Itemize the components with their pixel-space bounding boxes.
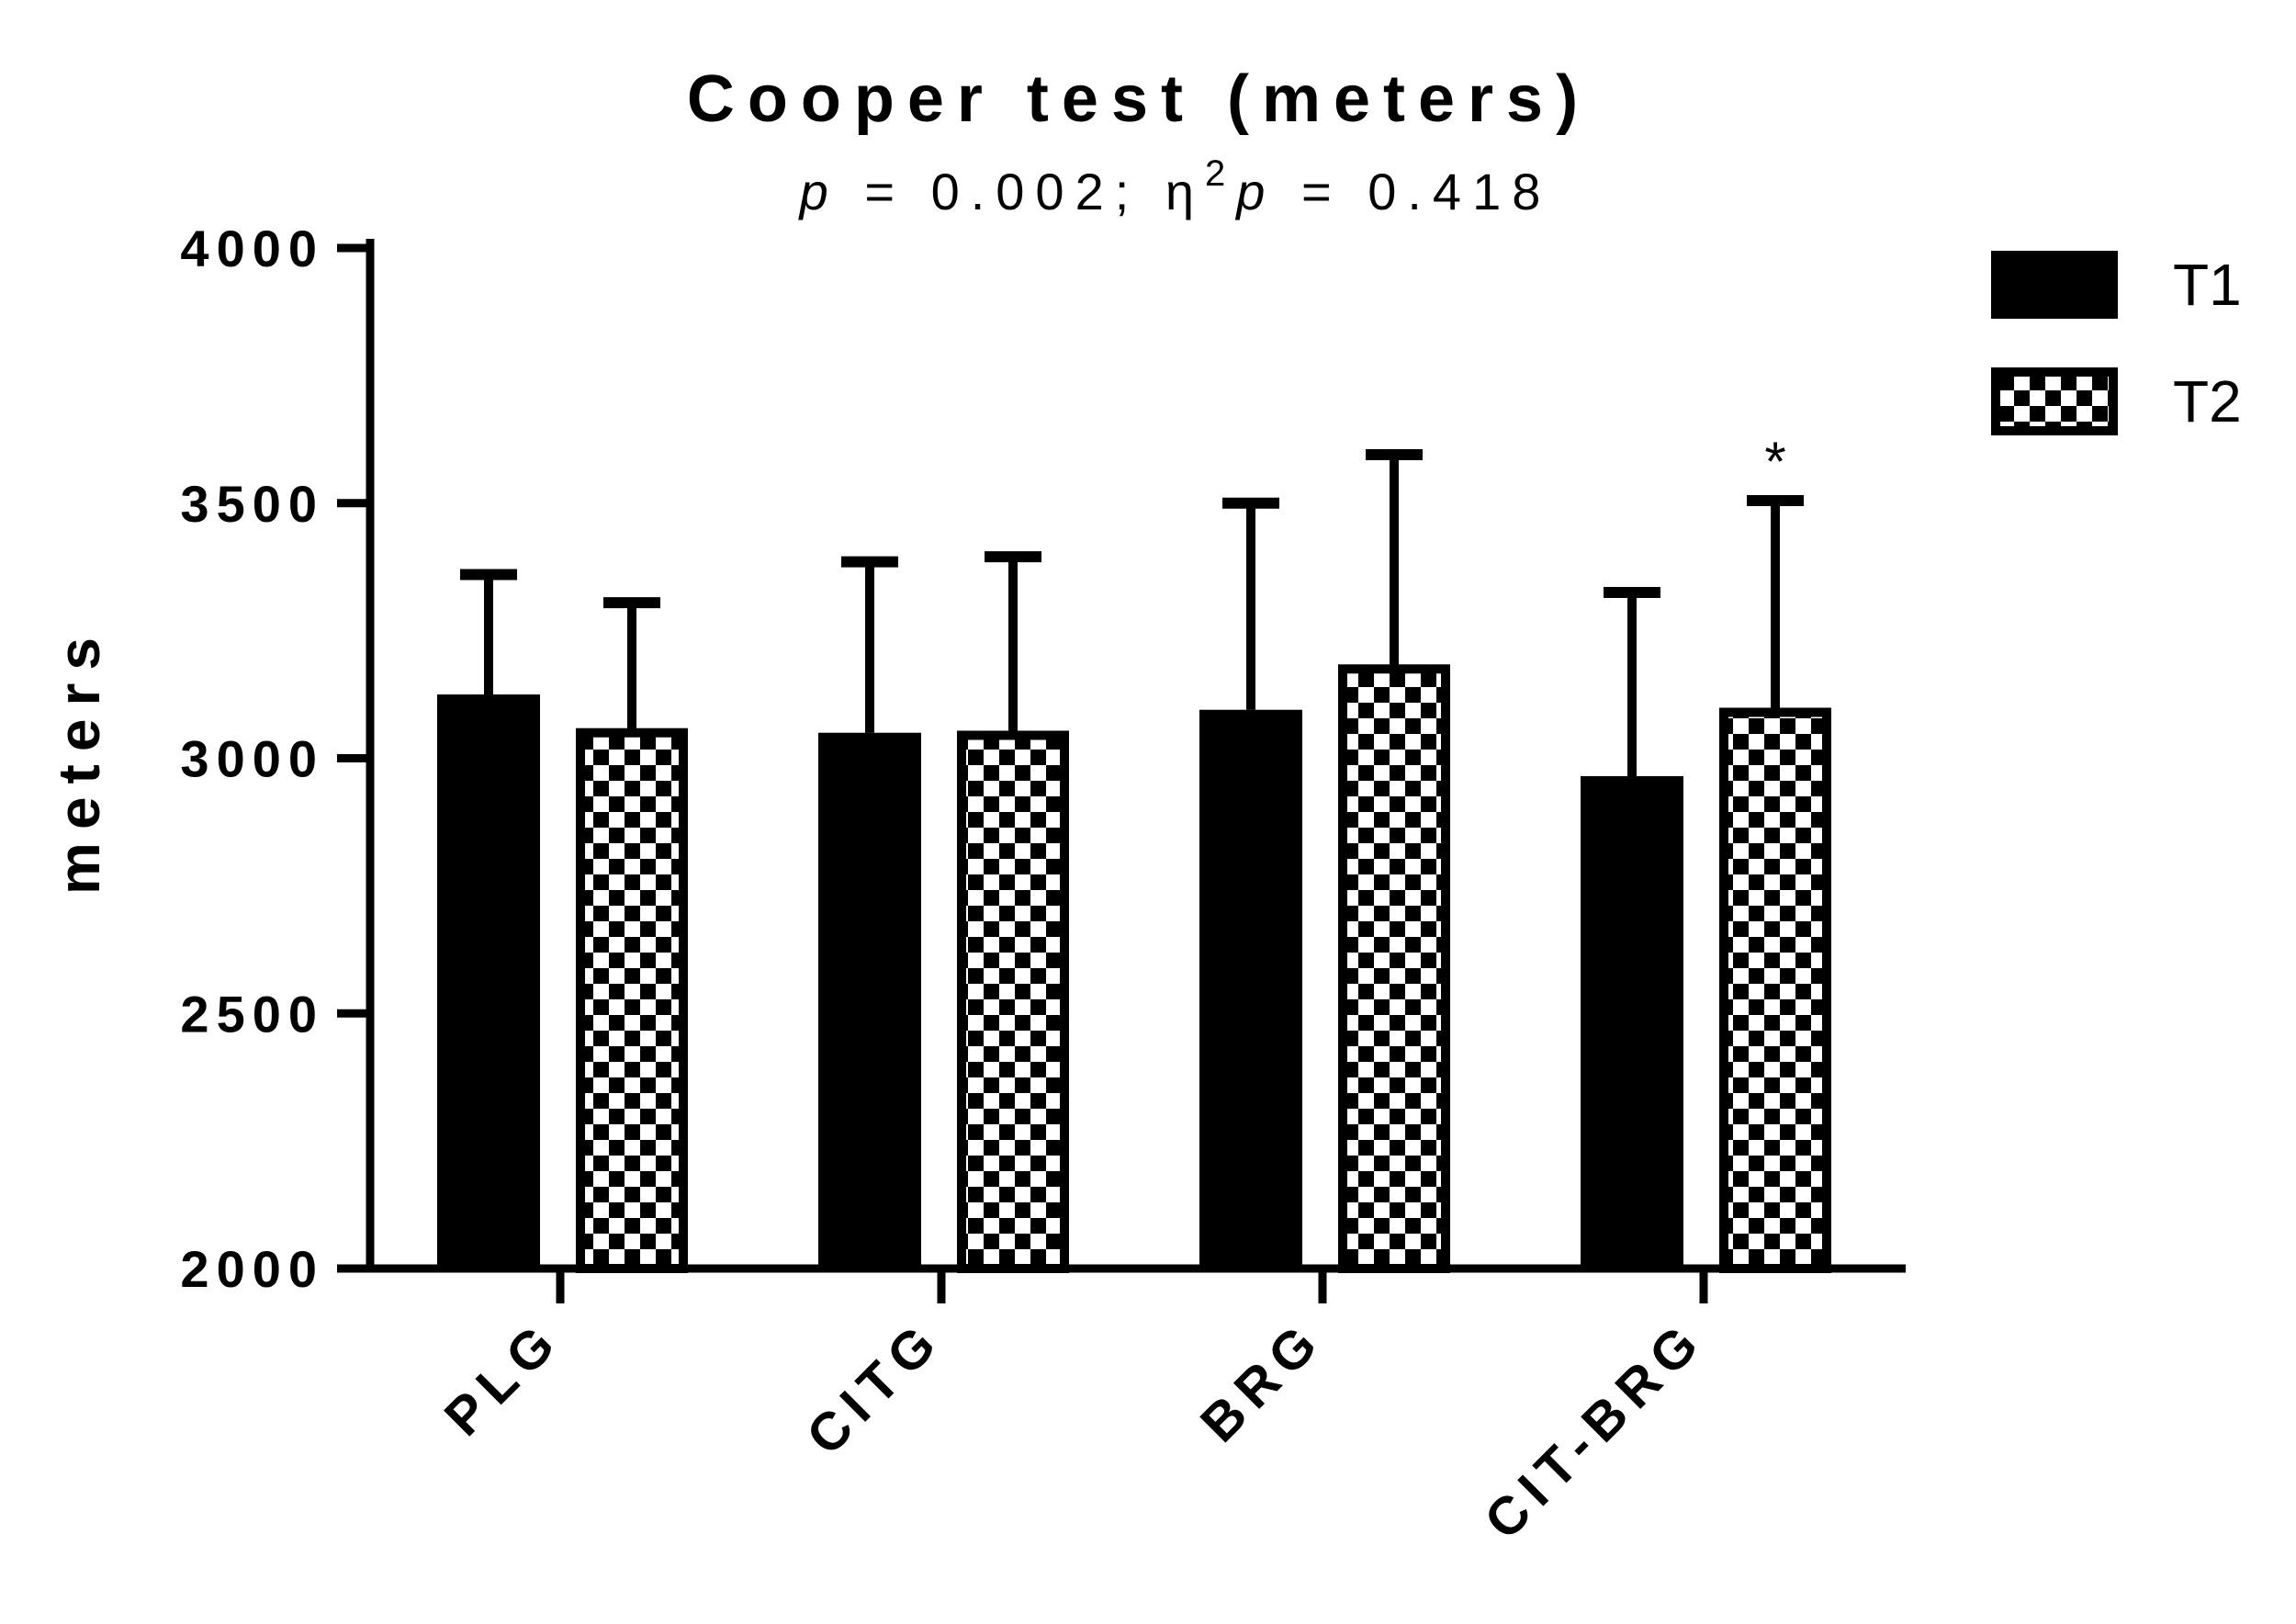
x-tick-label-plg: PLG: [433, 1308, 572, 1447]
x-tick-label-brg: BRG: [1189, 1308, 1334, 1453]
annotations-group: *: [1764, 431, 1785, 492]
bar-brg-t1: [1199, 709, 1302, 1269]
legend-swatch-t2: [1991, 367, 2118, 435]
chart-subtitle: p = 0.002; η2p = 0.418: [798, 153, 1552, 220]
y-tick-label-4000: 4000: [180, 220, 324, 277]
y-tick-label-2500: 2500: [180, 985, 324, 1043]
bar-cit-brg-t1: [1581, 775, 1683, 1269]
bar-citg-t1: [818, 732, 921, 1269]
y-tick-label-3500: 3500: [180, 475, 324, 533]
legend: T1 T2: [1991, 251, 2242, 435]
x-tick-label-citg: CITG: [795, 1308, 953, 1466]
chart-title: Cooper test (meters): [687, 62, 1591, 136]
legend-label-t2: T2: [2173, 368, 2242, 434]
significance-annotation: *: [1764, 431, 1785, 492]
legend-swatch-t1: [1991, 251, 2118, 319]
y-tick-label-3000: 3000: [180, 730, 324, 788]
bar-citg-t2: [957, 730, 1069, 1273]
bar-plg-t2: [576, 727, 688, 1273]
x-tick-label-cit-brg: CIT-BRG: [1473, 1308, 1716, 1551]
y-ticks-group: 2000 2500 3000 3500 4000: [180, 220, 370, 1298]
bars-group: [437, 664, 1831, 1273]
bar-plg-t1: [437, 694, 540, 1269]
bar-cit-brg-t2: [1719, 707, 1831, 1273]
bar-brg-t2: [1338, 664, 1450, 1273]
legend-label-t1: T1: [2173, 252, 2242, 318]
x-ticks-group: PLG CITG BRG CIT-BRG: [433, 1269, 1716, 1551]
y-tick-label-2000: 2000: [180, 1240, 324, 1298]
error-bars-group: [460, 448, 1804, 776]
y-axis-label: meters: [46, 625, 112, 895]
